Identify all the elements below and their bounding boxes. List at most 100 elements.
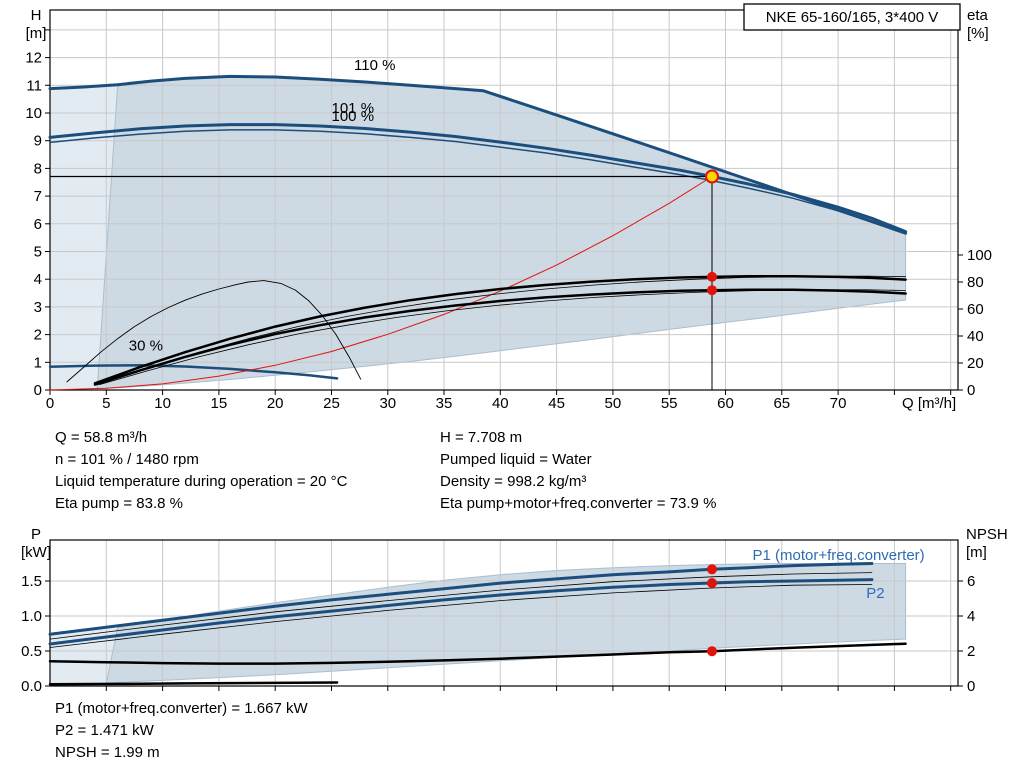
label-100pct: 100 % [332, 108, 375, 125]
y-tick-label: 6 [967, 573, 975, 590]
x-tick-label: 40 [492, 395, 509, 412]
x-tick-label: 20 [267, 395, 284, 412]
y2-axis-title-npsh: NPSH [966, 526, 1008, 543]
x-axis-title-q: Q [m³/h] [902, 395, 956, 412]
result-liquid-temp: Liquid temperature during operation = 20… [55, 473, 348, 490]
system-curve [49, 176, 713, 391]
x-tick-label: 30 [379, 395, 396, 412]
y-tick-label: 6 [34, 216, 42, 233]
y2-axis-title-eta: eta [967, 7, 989, 24]
y-tick-label: 9 [34, 133, 42, 150]
eta-total-point-marker[interactable] [707, 285, 717, 296]
y-axis-title-p: P [31, 526, 41, 543]
plot-frame [49, 9, 959, 391]
y-tick-label: 60 [967, 301, 984, 318]
x-tick-label: 50 [605, 395, 622, 412]
y-tick-label: 0 [967, 678, 975, 695]
y-tick-label: 100 [967, 247, 992, 264]
x-tick-label: 65 [773, 395, 790, 412]
result-p1: P1 (motor+freq.converter) = 1.667 kW [55, 700, 308, 717]
y-axis-title-h: H [31, 7, 42, 24]
x-tick-label: 45 [548, 395, 565, 412]
label-p1: P1 (motor+freq.converter) [753, 547, 925, 564]
y-tick-label: 0 [967, 382, 975, 399]
y2-axis-unit-pct: [%] [967, 25, 989, 42]
y-tick-label: 4 [34, 271, 42, 288]
eta-low-speed-curve [66, 280, 362, 383]
curve-110pct [48, 74, 908, 235]
y-tick-label: 1.0 [21, 608, 42, 625]
pump-model-label: NKE 65-160/165, 3*400 V [766, 9, 939, 26]
x-tick-label: 25 [323, 395, 340, 412]
y-tick-label: 7 [34, 188, 42, 205]
result-eta-pump: Eta pump = 83.8 % [55, 495, 183, 512]
result-eta-total: Eta pump+motor+freq.converter = 73.9 % [440, 495, 717, 512]
y-tick-label: 0.5 [21, 643, 42, 660]
x-tick-label: 55 [661, 395, 678, 412]
y-tick-label: 2 [34, 327, 42, 344]
duty-point-marker[interactable] [705, 169, 719, 184]
y-tick-label: 80 [967, 274, 984, 291]
p1-point-marker[interactable] [707, 564, 717, 575]
y-tick-label: 20 [967, 355, 984, 372]
plot-frame [49, 539, 959, 687]
p1-curve [48, 562, 874, 636]
result-speed: n = 101 % / 1480 rpm [55, 451, 199, 468]
y-axis-unit-m: [m] [26, 25, 47, 42]
p-30pct-curve [48, 681, 339, 686]
result-pumped-liquid: Pumped liquid = Water [440, 451, 592, 468]
hq-chart[interactable]: 0 5 10 15 20 25 30 35 40 45 50 55 60 65 70012345678910… [0, 0, 1024, 420]
x-tick-label: 5 [102, 395, 110, 412]
eta-total-110-curve [99, 289, 906, 386]
p2-point-marker[interactable] [707, 578, 717, 588]
y-tick-label: 2 [967, 643, 975, 660]
npsh-curve [48, 642, 907, 665]
p-aux-curve-2 [49, 584, 873, 648]
y-tick-label: 1.5 [21, 573, 42, 590]
y2-axis-unit-m: [m] [966, 544, 987, 561]
eta-pump-110-curve [99, 275, 906, 384]
eta-pump-curve [93, 274, 907, 385]
y-tick-label: 12 [25, 50, 42, 67]
curve-101pct [48, 123, 908, 234]
duty-results-right: H = 7.708 m Pumped liquid = Water Densit… [440, 427, 716, 515]
result-density: Density = 998.2 kg/m³ [440, 473, 587, 490]
y-tick-label: 40 [967, 328, 984, 345]
label-101pct: 101 % [332, 100, 375, 117]
npsh-point-marker[interactable] [707, 646, 717, 657]
curve-100pct [49, 129, 896, 231]
x-tick-label: 70 [830, 395, 847, 412]
y-tick-label: 10 [25, 105, 42, 122]
y-tick-label: 0.0 [21, 678, 42, 695]
power-npsh-chart[interactable]: 0.0 0.5 1.0 1.5 0 2 4 6 P[kW] NPSH[m] P1 (motor+fr… [0, 525, 1024, 700]
result-npsh: NPSH = 1.99 m [55, 744, 160, 761]
x-tick-label: 35 [436, 395, 453, 412]
y-tick-label: 1 [34, 354, 42, 371]
duty-results-left: Q = 58.8 m³/h n = 101 % / 1480 rpm Liqui… [55, 427, 347, 515]
x-tick-label: 0 [46, 395, 54, 412]
eta-pump-point-marker[interactable] [707, 271, 717, 282]
label-p2: P2 [866, 585, 884, 602]
result-p2: P2 = 1.471 kW [55, 722, 154, 739]
label-30pct: 30 % [129, 338, 163, 355]
y-tick-label: 8 [34, 160, 42, 177]
label-110pct: 110 % [354, 57, 395, 74]
y-tick-label: 5 [34, 244, 42, 261]
y-tick-label: 11 [26, 77, 42, 94]
power-results: P1 (motor+freq.converter) = 1.667 kW P2 … [55, 698, 308, 764]
y-tick-label: 3 [34, 299, 42, 316]
result-h: H = 7.708 m [440, 429, 523, 446]
pump-model-box [743, 3, 961, 31]
y-tick-label: 4 [967, 608, 975, 625]
curve-30pct [48, 364, 339, 380]
y-axis-unit-kw: [kW] [21, 544, 51, 561]
x-tick-label: 10 [154, 395, 171, 412]
p2-curve [48, 578, 874, 646]
result-q: Q = 58.8 m³/h [55, 429, 148, 446]
envelope-light [50, 86, 118, 390]
x-tick-label: 60 [717, 395, 734, 412]
y-tick-label: 0 [34, 382, 42, 399]
power-envelope [105, 563, 907, 684]
p-aux-curve-1 [49, 572, 873, 640]
